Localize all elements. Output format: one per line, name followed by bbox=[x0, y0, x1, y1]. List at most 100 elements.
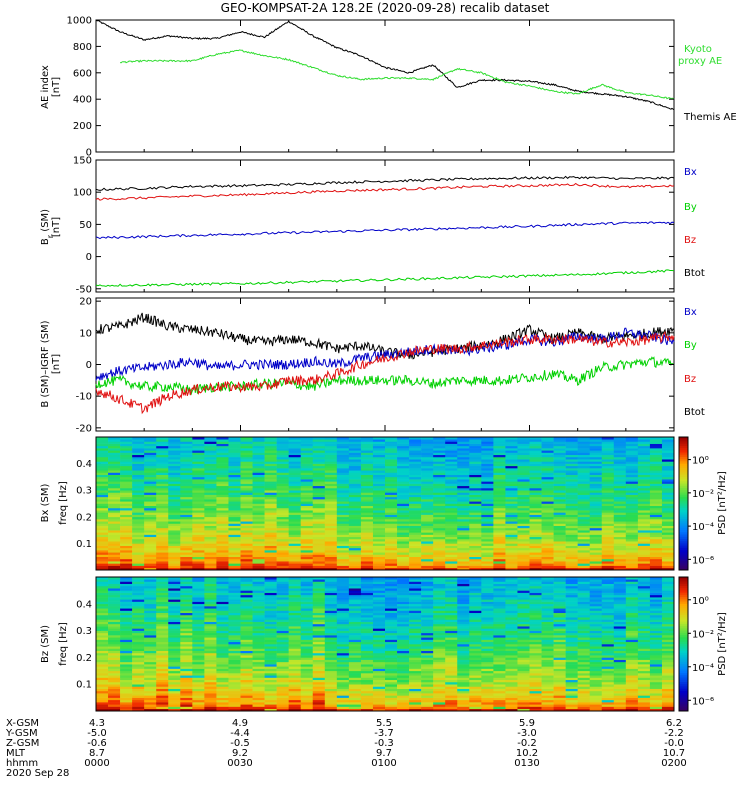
spectrogram-cell bbox=[144, 541, 157, 544]
spectrogram-cell bbox=[288, 619, 302, 622]
spectrogram-cell bbox=[577, 472, 591, 475]
spectrogram-cell bbox=[108, 641, 121, 645]
spectrogram-cell bbox=[156, 552, 169, 555]
spectrogram-cell bbox=[409, 628, 422, 631]
spectrogram-cell bbox=[649, 485, 663, 489]
spectrogram-cell bbox=[252, 474, 265, 478]
spectrogram-cell bbox=[300, 581, 314, 584]
spectrogram-cell bbox=[204, 439, 217, 442]
spectrogram-cell bbox=[445, 706, 458, 710]
spectrogram-cell bbox=[324, 510, 338, 513]
spectrogram-cell bbox=[324, 452, 338, 456]
spectrogram-cell bbox=[336, 512, 350, 515]
spectrogram-cell bbox=[228, 708, 241, 712]
spectrogram-cell bbox=[348, 556, 362, 560]
spectrogram-cell bbox=[180, 592, 193, 596]
spectrogram-cell bbox=[505, 472, 518, 475]
spectrogram-cell bbox=[649, 505, 663, 509]
spectrogram-cell bbox=[180, 599, 193, 602]
spectrogram-cell bbox=[132, 588, 145, 591]
spectrogram-cell bbox=[553, 470, 566, 473]
spectrogram-cell bbox=[348, 468, 362, 471]
spectrogram-cell bbox=[216, 704, 229, 707]
spectrogram-cell bbox=[517, 530, 530, 533]
spectrogram-cell bbox=[385, 581, 398, 584]
spectrogram-cell bbox=[240, 650, 253, 654]
spectrogram-cell bbox=[433, 664, 446, 667]
spectrogram-cell bbox=[385, 481, 398, 484]
spectrogram-cell bbox=[493, 558, 506, 562]
spectrogram-cell bbox=[649, 552, 663, 555]
spectrogram-cell bbox=[120, 637, 133, 640]
spectrogram-cell bbox=[252, 470, 265, 473]
spectrogram-cell bbox=[276, 664, 289, 667]
spectrogram-cell bbox=[156, 690, 169, 694]
spectrogram-cell bbox=[312, 695, 326, 698]
spectrogram-cell bbox=[180, 639, 193, 643]
spectrogram-cell bbox=[192, 563, 205, 566]
spectrogram-cell bbox=[421, 512, 434, 515]
spectrogram-cell bbox=[180, 490, 193, 493]
series-line-bx bbox=[95, 221, 675, 240]
spectrogram-cell bbox=[240, 688, 253, 692]
spectrogram-cell bbox=[156, 437, 169, 440]
spectrogram-cell bbox=[348, 621, 362, 625]
spectrogram-cell bbox=[625, 545, 639, 549]
spectrogram-cell bbox=[192, 448, 205, 451]
spectrogram-cell bbox=[144, 479, 157, 482]
spectrogram-cell bbox=[529, 465, 542, 469]
spectrogram-cell bbox=[96, 507, 109, 511]
colorbar-swatch bbox=[679, 521, 688, 524]
spectrogram-cell bbox=[360, 704, 374, 707]
spectrogram-cell bbox=[336, 485, 350, 489]
spectrogram-cell bbox=[433, 507, 446, 511]
ytick-label: 1000 bbox=[67, 16, 92, 27]
spectrogram-cell bbox=[192, 545, 205, 549]
spectrogram-cell bbox=[228, 454, 241, 458]
colorbar-swatch bbox=[679, 441, 688, 445]
spectrogram-cell bbox=[385, 507, 398, 511]
spectrogram-cell bbox=[565, 554, 578, 557]
spectrogram-cell bbox=[312, 681, 326, 685]
spectrogram-cell bbox=[553, 521, 566, 524]
spectrogram-cell bbox=[433, 450, 446, 453]
spectrogram-cell bbox=[312, 708, 326, 712]
spectrogram-cell bbox=[168, 538, 181, 542]
spectrogram-cell bbox=[132, 561, 145, 564]
spectrogram-cell bbox=[264, 601, 277, 605]
spectrogram-cell bbox=[433, 550, 446, 553]
spectrogram-cell bbox=[108, 565, 121, 569]
spectrogram-cell bbox=[192, 556, 205, 560]
spectrogram-cell bbox=[421, 688, 434, 692]
spectrogram-cell bbox=[360, 534, 374, 538]
spectrogram-cell bbox=[577, 459, 591, 462]
spectrogram-cell bbox=[96, 456, 109, 460]
spectrogram-cell bbox=[457, 561, 470, 564]
spectrogram-cell bbox=[132, 448, 145, 451]
colorbar-swatch bbox=[679, 479, 688, 482]
spectrogram-cell bbox=[156, 630, 169, 634]
spectrogram-cell bbox=[300, 448, 314, 451]
spectrogram-cell bbox=[192, 632, 205, 636]
spectrogram-cell bbox=[168, 666, 181, 669]
spectrogram-cell bbox=[288, 690, 302, 694]
spectrogram-cell bbox=[601, 505, 615, 509]
spectrogram-cell bbox=[204, 503, 217, 507]
spectrogram-cell bbox=[180, 697, 193, 701]
spectrogram-cell bbox=[565, 527, 578, 531]
spectrogram-cell bbox=[372, 688, 386, 692]
spectrogram-cell bbox=[385, 644, 398, 647]
spectrogram-cell bbox=[397, 452, 410, 456]
spectrogram-cell bbox=[252, 507, 265, 511]
spectrogram-cell bbox=[324, 583, 338, 587]
spectrogram-cell bbox=[529, 516, 542, 520]
spectrogram-cell bbox=[445, 541, 458, 544]
spectrogram-cell bbox=[457, 501, 470, 504]
spectrogram-cell bbox=[372, 655, 386, 658]
spectrogram-cell bbox=[469, 474, 482, 478]
spectrogram-cell bbox=[312, 565, 326, 569]
spectrogram-cell bbox=[156, 445, 169, 449]
spectrogram-cell bbox=[469, 437, 482, 440]
colorbar-label-bz: PSD [nT²/Hz] bbox=[717, 612, 728, 676]
spectrogram-cell bbox=[385, 612, 398, 616]
